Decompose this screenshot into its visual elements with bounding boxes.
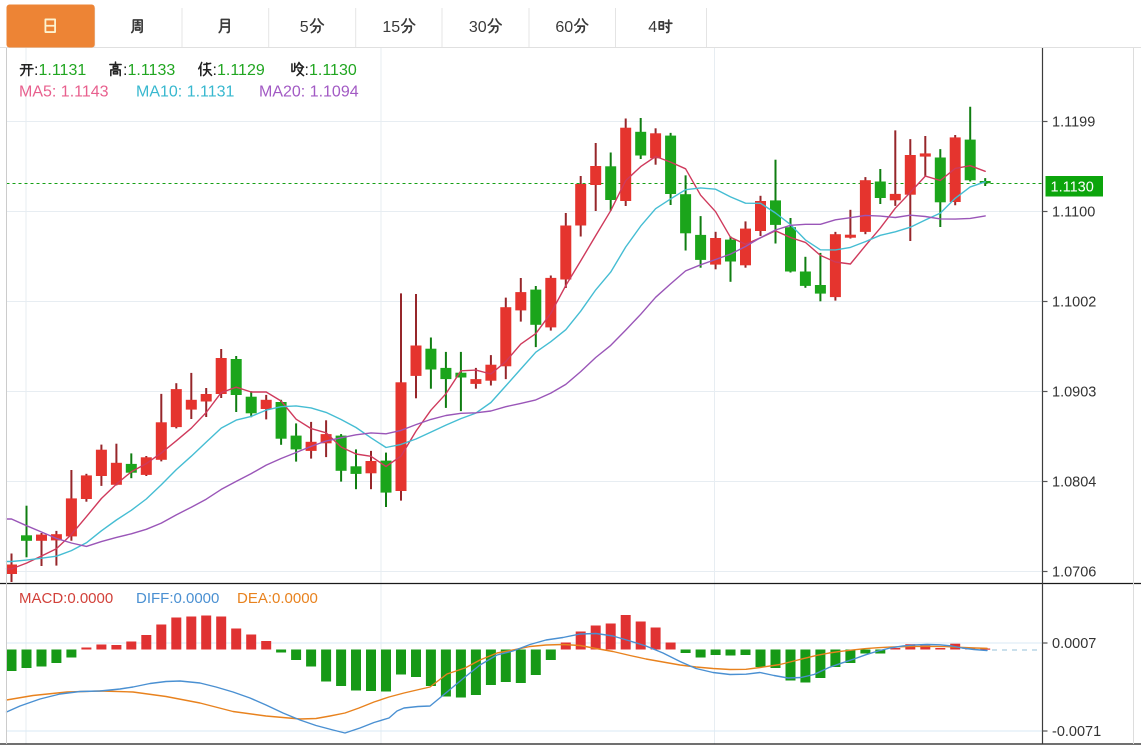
svg-text:1.1199: 1.1199 bbox=[1052, 115, 1095, 131]
svg-text:4: 4 bbox=[648, 19, 657, 36]
svg-text:5: 5 bbox=[300, 19, 309, 36]
svg-text::: : bbox=[305, 62, 309, 79]
svg-text:1.0706: 1.0706 bbox=[1052, 565, 1096, 581]
svg-text:1.1131: 1.1131 bbox=[39, 62, 87, 79]
svg-text:1.0903: 1.0903 bbox=[1052, 385, 1096, 401]
svg-text:1.1100: 1.1100 bbox=[1052, 205, 1095, 221]
svg-text:MA10: 1.1131: MA10: 1.1131 bbox=[136, 84, 235, 101]
svg-text:15: 15 bbox=[382, 19, 400, 36]
svg-text:1.1002: 1.1002 bbox=[1052, 295, 1096, 311]
svg-text:MA20: 1.1094: MA20: 1.1094 bbox=[259, 84, 359, 101]
svg-text:-0.0071: -0.0071 bbox=[1052, 724, 1101, 740]
svg-text:60: 60 bbox=[555, 19, 573, 36]
svg-text:1.1133: 1.1133 bbox=[128, 62, 176, 79]
svg-text:0.0007: 0.0007 bbox=[1052, 636, 1096, 652]
svg-text::: : bbox=[123, 62, 127, 79]
svg-text:1.0804: 1.0804 bbox=[1052, 475, 1096, 491]
svg-text:MACD:0.0000: MACD:0.0000 bbox=[19, 590, 113, 607]
svg-text:1.1130: 1.1130 bbox=[1051, 180, 1094, 196]
svg-text::: : bbox=[34, 62, 38, 79]
svg-text:1.1129: 1.1129 bbox=[217, 62, 265, 79]
svg-text:DIFF:0.0000: DIFF:0.0000 bbox=[136, 590, 219, 607]
svg-text:MA5: 1.1143: MA5: 1.1143 bbox=[19, 84, 109, 101]
svg-text::: : bbox=[213, 62, 217, 79]
svg-text:1.1130: 1.1130 bbox=[309, 62, 357, 79]
svg-text:DEA:0.0000: DEA:0.0000 bbox=[237, 590, 318, 607]
svg-text:30: 30 bbox=[469, 19, 487, 36]
